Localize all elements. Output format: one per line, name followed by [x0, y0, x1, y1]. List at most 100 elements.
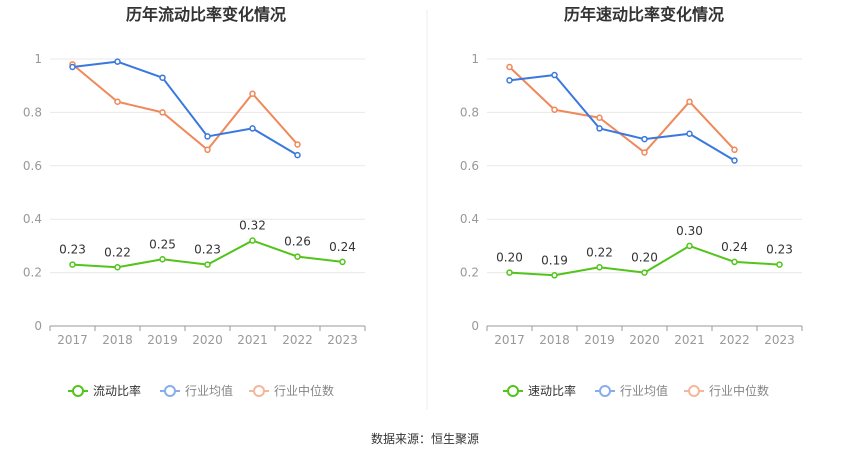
- chart-panel-2: 历年速动比率变化情况 0 0.2 0.4 0.6 0.8 1 2017 2018 2019 2020…: [460, 5, 803, 398]
- y-tick-label: 0.6: [23, 159, 42, 173]
- legend-item: 流动比率: [68, 383, 141, 398]
- x-tick-label: 2022: [282, 333, 313, 347]
- data-point: [204, 261, 211, 268]
- data-label: 0.22: [586, 245, 613, 259]
- data-label: 0.24: [721, 240, 748, 254]
- data-point: [731, 258, 738, 266]
- data-point: [204, 133, 211, 140]
- data-label: 0.23: [59, 243, 86, 257]
- data-point: [114, 98, 121, 105]
- legend-label: 速动比率: [528, 383, 576, 398]
- data-point: [731, 146, 738, 154]
- legend-label: 行业均值: [185, 383, 233, 398]
- x-tick-label: 2019: [147, 333, 178, 347]
- data-point: [294, 141, 301, 148]
- x-tick-label: 2020: [192, 333, 223, 347]
- data-point: [294, 151, 301, 159]
- data-point: [294, 253, 301, 260]
- series-line: [508, 66, 736, 154]
- chart-panel-1: 历年流动比率变化情况 0 0.2 0.4 0.6 0.8 1 2017 2018 2019 2020…: [23, 5, 366, 398]
- data-point: [596, 125, 603, 132]
- legend-swatch-marker: [164, 385, 176, 397]
- legend-swatch-marker: [599, 385, 611, 397]
- data-label: 0.23: [766, 243, 793, 257]
- legend-item: 速动比率: [503, 383, 576, 398]
- y-tick-label: 0: [471, 319, 479, 333]
- legend-label: 行业中位数: [709, 383, 769, 398]
- data-point: [159, 74, 166, 81]
- data-point: [551, 272, 558, 279]
- chart-title: 历年流动比率变化情况: [126, 5, 286, 24]
- y-tick-label: 0.8: [460, 105, 479, 119]
- data-label: 0.25: [149, 237, 176, 251]
- data-point: [69, 261, 76, 268]
- data-point: [114, 264, 121, 271]
- data-point: [641, 149, 648, 156]
- data-point: [506, 77, 513, 84]
- data-label: 0.26: [284, 235, 311, 249]
- data-label: 0.20: [631, 251, 658, 265]
- y-tick-label: 0.8: [23, 105, 42, 119]
- data-point: [204, 146, 211, 154]
- series-line: [509, 74, 736, 162]
- x-tick-label: 2020: [629, 333, 660, 347]
- legend-label: 流动比率: [93, 383, 141, 398]
- legend-label: 行业中位数: [274, 383, 334, 398]
- x-tick-label: 2023: [327, 333, 358, 347]
- y-tick-label: 1: [34, 52, 42, 66]
- data-label: 0.22: [104, 245, 131, 259]
- chart-title: 历年速动比率变化情况: [564, 5, 724, 24]
- legend-item: 行业中位数: [249, 383, 334, 398]
- legend-item: 行业均值: [160, 383, 233, 398]
- x-tick-label: 2023: [764, 333, 795, 347]
- x-tick-label: 2018: [102, 333, 133, 347]
- data-point: [551, 71, 558, 79]
- x-tick-label: 2021: [674, 333, 705, 347]
- data-point: [69, 63, 76, 71]
- data-point: [641, 269, 648, 276]
- x-tick-label: 2022: [719, 333, 750, 347]
- data-label: 0.24: [329, 240, 356, 254]
- data-point: [776, 261, 783, 268]
- y-tick-label: 0.2: [23, 266, 42, 280]
- x-tick-label: 2017: [57, 333, 88, 347]
- data-point: [596, 114, 603, 121]
- data-point: [506, 63, 513, 71]
- data-point: [731, 157, 738, 164]
- data-label: 0.23: [194, 243, 221, 257]
- data-label: 0.30: [676, 224, 703, 238]
- data-point: [339, 258, 346, 266]
- data-point: [249, 125, 256, 132]
- data-point: [159, 109, 166, 116]
- legend-item: 行业中位数: [684, 383, 769, 398]
- x-tick-label: 2017: [494, 333, 525, 347]
- data-label: 0.19: [541, 253, 568, 267]
- series-line: [72, 60, 299, 156]
- data-point: [686, 130, 693, 138]
- data-label: 0.32: [239, 219, 266, 233]
- data-point: [551, 106, 558, 113]
- data-point: [249, 237, 256, 244]
- data-point: [249, 90, 256, 97]
- y-tick-label: 0.2: [460, 266, 479, 280]
- data-point: [641, 135, 648, 143]
- legend-label: 行业均值: [620, 383, 668, 398]
- x-tick-label: 2019: [584, 333, 615, 347]
- data-point: [686, 242, 693, 250]
- y-tick-label: 0: [34, 319, 42, 333]
- legend-item: 行业均值: [595, 383, 668, 398]
- y-tick-label: 0.4: [460, 212, 479, 226]
- x-tick-label: 2021: [237, 333, 268, 347]
- data-label: 0.20: [496, 251, 523, 265]
- legend-swatch-marker: [507, 385, 519, 397]
- y-tick-label: 1: [471, 52, 479, 66]
- data-point: [114, 58, 121, 65]
- data-point: [506, 269, 513, 276]
- y-tick-label: 0.6: [460, 159, 479, 173]
- series-line: [71, 63, 299, 151]
- data-point: [596, 264, 603, 271]
- legend-swatch-marker: [72, 385, 84, 397]
- data-point: [159, 256, 166, 263]
